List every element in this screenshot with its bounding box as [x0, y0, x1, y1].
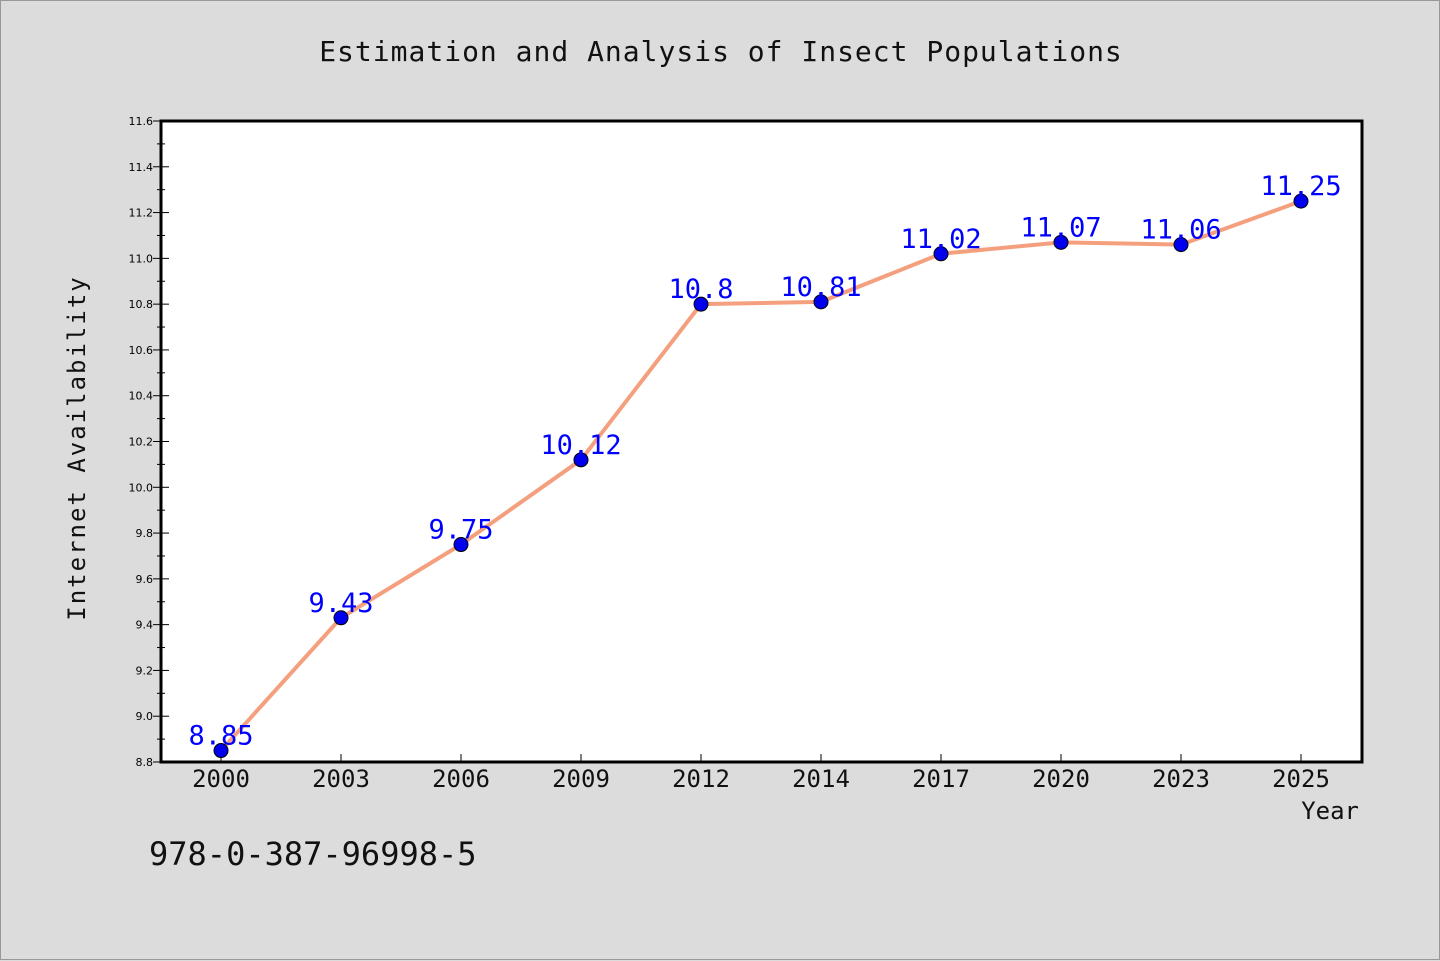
data-point	[933, 246, 949, 262]
y-tick-label: 9.6	[136, 573, 154, 586]
chart-title: Estimation and Analysis of Insect Popula…	[319, 35, 1123, 68]
x-axis-label: Year	[1301, 797, 1359, 825]
data-label: 9.75	[428, 515, 493, 546]
y-tick-label: 10.6	[129, 344, 154, 357]
y-tick-label: 9.2	[136, 664, 154, 677]
x-tick-label: 2025	[1272, 765, 1330, 793]
data-label: 10.8	[668, 274, 733, 305]
data-point	[573, 452, 589, 468]
x-tick-label: 2012	[672, 765, 730, 793]
x-tick-label: 2000	[192, 765, 250, 793]
y-tick-label: 9.0	[136, 710, 154, 723]
data-point	[813, 294, 829, 310]
data-point	[693, 296, 709, 312]
x-tick-label: 2023	[1152, 765, 1210, 793]
y-tick-label: 10.0	[129, 481, 154, 494]
data-label: 11.06	[1140, 215, 1221, 246]
data-point	[1293, 193, 1309, 209]
y-tick-label: 10.4	[129, 390, 154, 403]
data-label: 10.81	[780, 272, 861, 303]
y-tick-label: 9.8	[136, 527, 154, 540]
y-tick-label: 10.2	[129, 436, 154, 449]
y-tick-label: 11.6	[129, 115, 154, 128]
x-tick-label: 2006	[432, 765, 490, 793]
y-tick-label: 9.4	[136, 619, 154, 632]
y-tick-label: 8.8	[136, 756, 154, 769]
plot-area	[161, 121, 1362, 762]
data-point	[213, 743, 229, 759]
y-tick-label: 11.4	[129, 161, 154, 174]
y-tick-label: 10.8	[129, 298, 154, 311]
data-label: 9.43	[308, 588, 373, 619]
y-tick-label: 11.2	[129, 207, 154, 220]
x-tick-label: 2009	[552, 765, 610, 793]
x-tick-label: 2020	[1032, 765, 1090, 793]
data-point	[1173, 237, 1189, 253]
data-point	[453, 537, 469, 553]
plot-frame	[159, 119, 1364, 764]
data-point	[1053, 234, 1069, 250]
data-label: 10.12	[540, 430, 621, 461]
data-label: 8.85	[188, 721, 253, 752]
x-tick-label: 2003	[312, 765, 370, 793]
x-tick-label: 2014	[792, 765, 850, 793]
data-point	[333, 610, 349, 626]
footer-code: 978-0-387-96998-5	[149, 835, 477, 873]
data-label: 11.07	[1020, 212, 1101, 243]
series-line	[219, 199, 1303, 753]
x-tick-label: 2017	[912, 765, 970, 793]
data-label: 11.25	[1260, 171, 1341, 202]
data-label: 11.02	[900, 224, 981, 255]
y-tick-label: 11.0	[129, 252, 154, 265]
